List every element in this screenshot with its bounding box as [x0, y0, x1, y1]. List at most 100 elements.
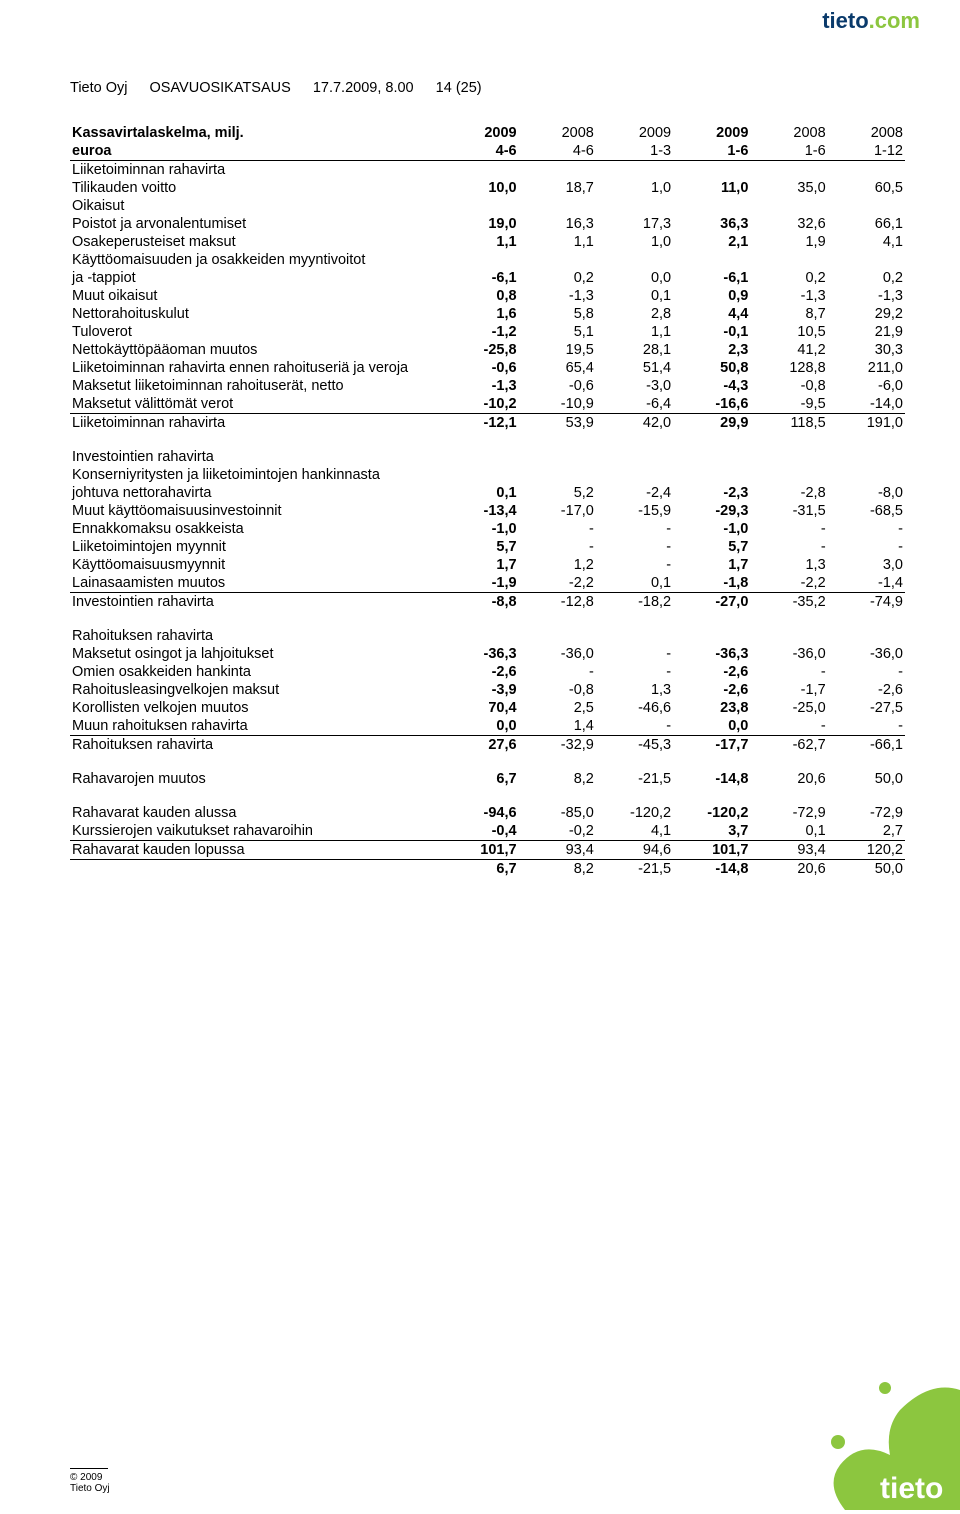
col-year-2: 2009 — [596, 124, 673, 142]
row-label — [70, 860, 441, 879]
col-year-0: 2009 — [441, 124, 518, 142]
cell: 0,2 — [519, 269, 596, 287]
cell: -94,6 — [441, 804, 518, 822]
table-row — [70, 611, 905, 627]
cell: - — [596, 538, 673, 556]
brand-logo-text: tieto.com — [822, 8, 920, 34]
col-period-2: 1-3 — [596, 142, 673, 161]
cell: 4,4 — [673, 305, 750, 323]
cell: 3,0 — [828, 556, 905, 574]
cell: 1,2 — [519, 556, 596, 574]
row-label: Ennakkomaksu osakkeista — [70, 520, 441, 538]
table-row — [70, 432, 905, 448]
header-datetime: 17.7.2009, 8.00 — [313, 80, 414, 96]
table-row: Poistot ja arvonalentumiset19,016,317,33… — [70, 215, 905, 233]
row-label: Tilikauden voitto — [70, 179, 441, 197]
cell: 191,0 — [828, 414, 905, 433]
cell: -16,6 — [673, 395, 750, 414]
cell: -2,6 — [673, 681, 750, 699]
title-line1: Kassavirtalaskelma, milj. — [70, 124, 441, 142]
cell: 20,6 — [750, 860, 827, 879]
cell: 28,1 — [596, 341, 673, 359]
cell: 120,2 — [828, 841, 905, 860]
cell: -36,3 — [673, 645, 750, 663]
cell: 0,2 — [750, 269, 827, 287]
cell: 1,3 — [596, 681, 673, 699]
table-row: Rahavarojen muutos6,78,2-21,5-14,820,650… — [70, 770, 905, 788]
cell: -14,0 — [828, 395, 905, 414]
cell — [441, 161, 518, 180]
cell: 17,3 — [596, 215, 673, 233]
cell: -68,5 — [828, 502, 905, 520]
brand-part2: .com — [869, 8, 920, 33]
cell: -3,9 — [441, 681, 518, 699]
cell: -15,9 — [596, 502, 673, 520]
table-row: Liiketoiminnan rahavirta-12,153,942,029,… — [70, 414, 905, 433]
cell: -17,7 — [673, 736, 750, 755]
cell: - — [596, 717, 673, 736]
cell: 50,0 — [828, 770, 905, 788]
cell: - — [750, 538, 827, 556]
cell: 5,2 — [519, 484, 596, 502]
cell — [828, 627, 905, 645]
cell: -18,2 — [596, 593, 673, 612]
row-label: Maksetut osingot ja lahjoitukset — [70, 645, 441, 663]
cell — [673, 448, 750, 466]
cell: -3,0 — [596, 377, 673, 395]
cell: 2,5 — [519, 699, 596, 717]
cell: 1,1 — [441, 233, 518, 251]
cell: -9,5 — [750, 395, 827, 414]
cell: 2,1 — [673, 233, 750, 251]
cell: 0,2 — [828, 269, 905, 287]
cell: -46,6 — [596, 699, 673, 717]
col-year-1: 2008 — [519, 124, 596, 142]
row-label: Kurssierojen vaikutukset rahavaroihin — [70, 822, 441, 841]
row-label: johtuva nettorahavirta — [70, 484, 441, 502]
cell: -0,8 — [750, 377, 827, 395]
row-label: Muut oikaisut — [70, 287, 441, 305]
table-row: Käyttöomaisuusmyynnit1,71,2-1,71,33,0 — [70, 556, 905, 574]
table-row: Muut käyttöomaisuusinvestoinnit-13,4-17,… — [70, 502, 905, 520]
cell — [828, 161, 905, 180]
cell: -36,3 — [441, 645, 518, 663]
cell — [519, 627, 596, 645]
cell — [441, 251, 518, 269]
cell — [596, 448, 673, 466]
cell: 6,7 — [441, 860, 518, 879]
cell: 36,3 — [673, 215, 750, 233]
cell: - — [596, 520, 673, 538]
cell: - — [750, 663, 827, 681]
cell: 2,3 — [673, 341, 750, 359]
row-label: Nettorahoituskulut — [70, 305, 441, 323]
row-label: Muun rahoituksen rahavirta — [70, 717, 441, 736]
table-row: 6,78,2-21,5-14,820,650,0 — [70, 860, 905, 879]
table-row: Maksetut liiketoiminnan rahoituserät, ne… — [70, 377, 905, 395]
cell: 5,1 — [519, 323, 596, 341]
cell — [750, 627, 827, 645]
cell: -120,2 — [673, 804, 750, 822]
row-label: Käyttöomaisuuden ja osakkeiden myyntivoi… — [70, 251, 441, 269]
cell: -1,8 — [673, 574, 750, 593]
cell: 1,1 — [596, 323, 673, 341]
cell: -0,2 — [519, 822, 596, 841]
page: tieto.com Tieto Oyj OSAVUOSIKATSAUS 17.7… — [0, 0, 960, 1514]
table-row: Rahavarat kauden alussa-94,6-85,0-120,2-… — [70, 804, 905, 822]
cell — [519, 161, 596, 180]
table-row: Investointien rahavirta-8,8-12,8-18,2-27… — [70, 593, 905, 612]
cell — [673, 161, 750, 180]
cell: -17,0 — [519, 502, 596, 520]
row-label: Oikaisut — [70, 197, 441, 215]
cell: -21,5 — [596, 860, 673, 879]
cell — [750, 448, 827, 466]
cell: 2,8 — [596, 305, 673, 323]
cell: 5,7 — [441, 538, 518, 556]
cell: 8,7 — [750, 305, 827, 323]
cell: 11,0 — [673, 179, 750, 197]
col-period-1: 4-6 — [519, 142, 596, 161]
cell: -29,3 — [673, 502, 750, 520]
cell: 1,4 — [519, 717, 596, 736]
cell — [441, 627, 518, 645]
table-row: Rahoitusleasingvelkojen maksut-3,9-0,81,… — [70, 681, 905, 699]
cell: -85,0 — [519, 804, 596, 822]
cell: -32,9 — [519, 736, 596, 755]
